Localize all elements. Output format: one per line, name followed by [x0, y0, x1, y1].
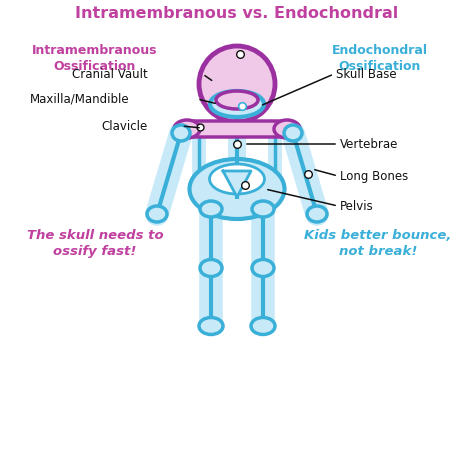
- Ellipse shape: [174, 120, 200, 138]
- Ellipse shape: [200, 201, 222, 217]
- Text: Endochondral
Ossification: Endochondral Ossification: [332, 44, 428, 73]
- Ellipse shape: [252, 259, 274, 276]
- Text: Vertebrae: Vertebrae: [340, 137, 398, 151]
- Ellipse shape: [216, 91, 258, 109]
- Ellipse shape: [190, 159, 284, 219]
- Ellipse shape: [147, 206, 167, 222]
- Text: Clavicle: Clavicle: [102, 119, 148, 133]
- Text: Kids better bounce,
not break!: Kids better bounce, not break!: [304, 229, 452, 258]
- Text: Long Bones: Long Bones: [340, 170, 408, 182]
- Text: Intramembranous
Ossification: Intramembranous Ossification: [32, 44, 158, 73]
- Ellipse shape: [210, 91, 264, 117]
- Ellipse shape: [200, 259, 222, 276]
- Circle shape: [199, 46, 275, 122]
- Ellipse shape: [252, 201, 274, 217]
- Ellipse shape: [199, 318, 223, 335]
- Text: Intramembranous vs. Endochondral: Intramembranous vs. Endochondral: [75, 6, 399, 21]
- Polygon shape: [223, 171, 251, 197]
- Ellipse shape: [274, 120, 300, 138]
- Text: Cranial Vault: Cranial Vault: [72, 67, 148, 81]
- Text: Pelvis: Pelvis: [340, 200, 374, 212]
- Ellipse shape: [210, 164, 264, 194]
- Text: Maxilla/Mandible: Maxilla/Mandible: [30, 92, 130, 106]
- FancyBboxPatch shape: [183, 121, 291, 137]
- Ellipse shape: [172, 125, 190, 141]
- Text: The skull needs to
ossify fast!: The skull needs to ossify fast!: [27, 229, 164, 258]
- Ellipse shape: [251, 318, 275, 335]
- Ellipse shape: [284, 125, 302, 141]
- Ellipse shape: [307, 206, 327, 222]
- Text: Skull Base: Skull Base: [336, 67, 397, 81]
